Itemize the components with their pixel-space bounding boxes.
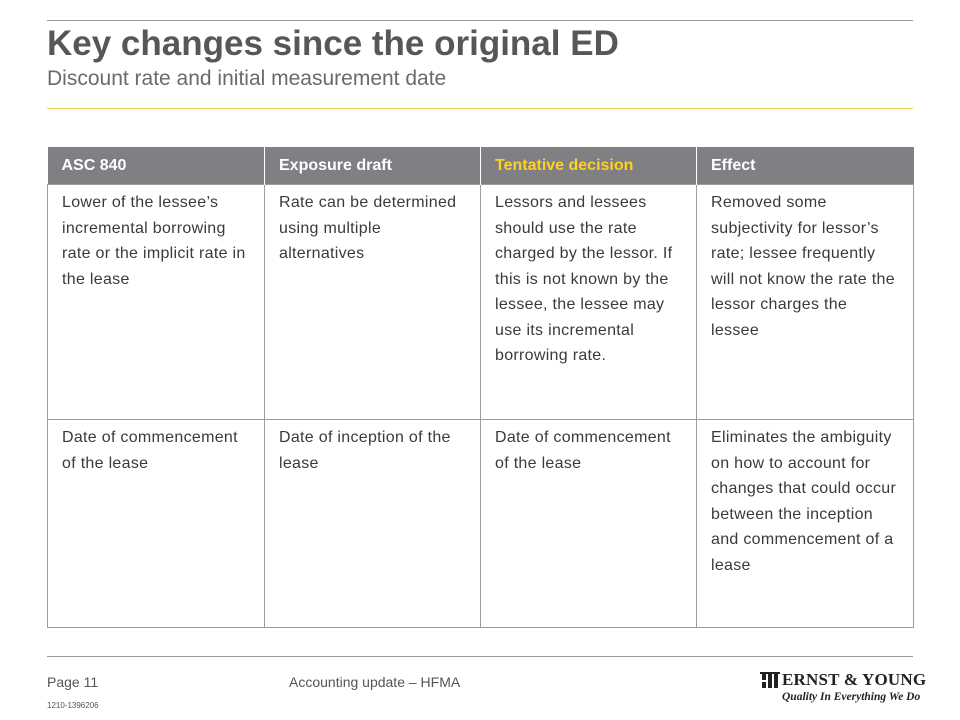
table-header-row: ASC 840 Exposure draft Tentative decisio… (47, 147, 914, 185)
table-cell: Lower of the lessee’s incremental borrow… (47, 184, 265, 420)
table-row: Lower of the lessee’s incremental borrow… (47, 184, 914, 420)
ernst-young-logo: ERNST & YOUNG Quality In Everything We D… (760, 670, 926, 710)
table-cell: Date of commencement of the lease (480, 419, 697, 628)
slide-subtitle: Discount rate and initial measurement da… (47, 67, 447, 90)
accent-divider (47, 108, 913, 109)
slide-title: Key changes since the original ED (47, 24, 619, 63)
table-cell: Rate can be determined using multiple al… (264, 184, 481, 420)
document-id: 1210-1396206 (47, 701, 99, 710)
table-cell: Eliminates the ambiguity on how to accou… (696, 419, 914, 628)
page-number: Page 11 (47, 674, 99, 690)
ernst-young-logo-mark-icon (760, 672, 780, 688)
table-cell: Date of commencement of the lease (47, 419, 265, 628)
logo-tagline: Quality In Everything We Do (782, 691, 921, 703)
table-row: Date of commencement of the lease Date o… (47, 419, 914, 628)
table-cell: Removed some subjectivity for lessor’s r… (696, 184, 914, 420)
top-divider (47, 20, 913, 21)
column-header-exposure-draft: Exposure draft (264, 147, 481, 185)
column-header-effect: Effect (696, 147, 914, 185)
comparison-table: ASC 840 Exposure draft Tentative decisio… (47, 147, 914, 628)
footer-divider (47, 656, 913, 657)
column-header-tentative-decision: Tentative decision (480, 147, 697, 185)
table-cell: Date of inception of the lease (264, 419, 481, 628)
column-header-asc840: ASC 840 (47, 147, 265, 185)
table-cell: Lessors and lessees should use the rate … (480, 184, 697, 420)
logo-wordmark: ERNST & YOUNG (782, 670, 927, 689)
footer-title: Accounting update – HFMA (289, 674, 461, 690)
